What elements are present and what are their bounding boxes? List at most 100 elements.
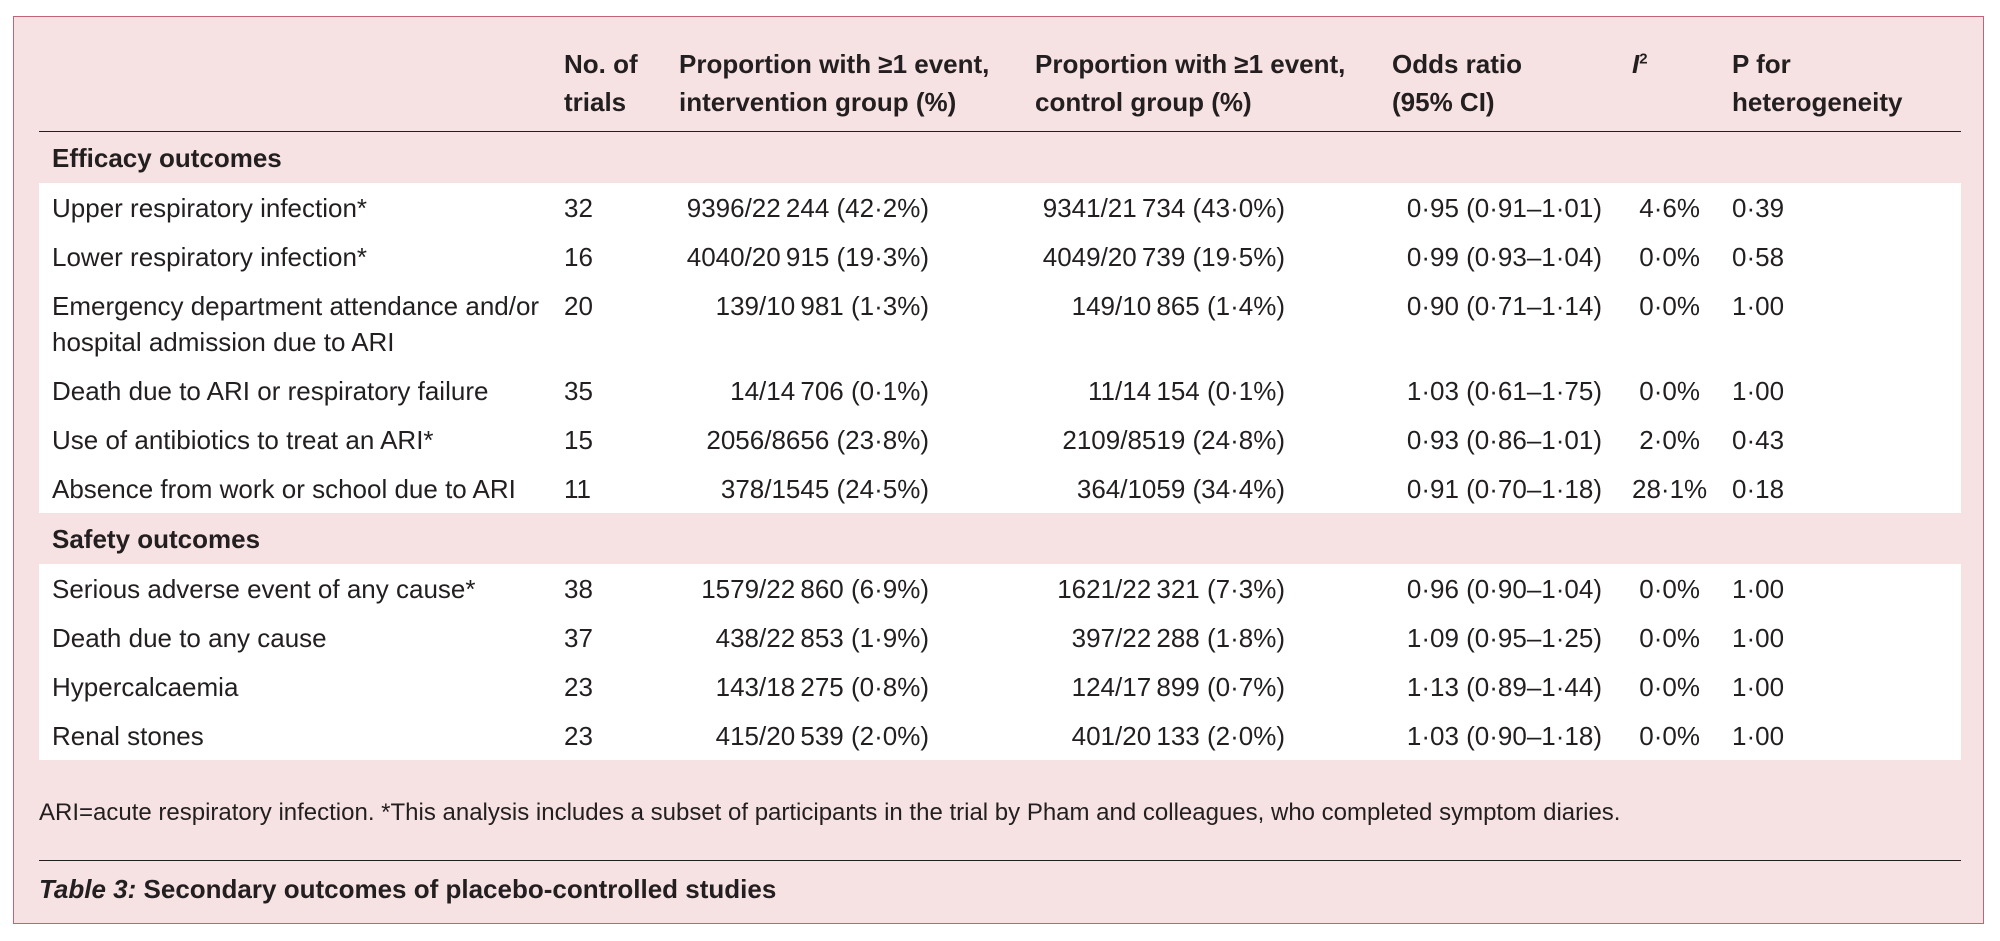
cell-intervention-value: 9396/22 244 (42·2%) bbox=[686, 193, 929, 223]
cell-p-heterogeneity: 1·00 bbox=[1722, 564, 1961, 613]
cell-odds-ratio: 0·99 (0·93–1·04) bbox=[1392, 232, 1632, 281]
header-row: No. of trials Proportion with ≥1 event, … bbox=[39, 39, 1961, 132]
secondary-outcomes-table: No. of trials Proportion with ≥1 event, … bbox=[39, 39, 1961, 760]
cell-odds-ratio-value: 0·95 (0·91–1·01) bbox=[1406, 193, 1602, 223]
cell-outcome: Lower respiratory infection* bbox=[39, 232, 564, 281]
cell-intervention-value: 139/10 981 (1·3%) bbox=[715, 291, 929, 321]
cell-odds-ratio-value: 1·09 (0·95–1·25) bbox=[1406, 623, 1602, 653]
cell-control-value: 11/14 154 (0·1%) bbox=[1088, 376, 1285, 406]
caption-text: Secondary outcomes of placebo-controlled… bbox=[136, 874, 777, 904]
header-trials-text: No. of trials bbox=[564, 49, 638, 117]
cell-odds-ratio-value: 1·13 (0·89–1·44) bbox=[1406, 672, 1602, 702]
cell-trials: 20 bbox=[564, 281, 679, 366]
cell-control-value: 401/20 133 (2·0%) bbox=[1071, 721, 1285, 751]
cell-intervention: 143/18 275 (0·8%) bbox=[679, 662, 1035, 711]
cell-outcome: Emergency department attendance and/or h… bbox=[39, 281, 564, 366]
header-control: Proportion with ≥1 event, control group … bbox=[1035, 39, 1392, 132]
cell-control-value: 364/1059 (34·4%) bbox=[1076, 474, 1285, 504]
cell-outcome: Hypercalcaemia bbox=[39, 662, 564, 711]
cell-i2: 28·1% bbox=[1632, 464, 1722, 513]
cell-outcome: Death due to any cause bbox=[39, 613, 564, 662]
header-odds-ratio-text: Odds ratio (95% CI) bbox=[1392, 49, 1523, 117]
cell-control-value: 1621/22 321 (7·3%) bbox=[1057, 574, 1285, 604]
header-i2: I2 bbox=[1632, 39, 1722, 132]
cell-control: 401/20 133 (2·0%) bbox=[1035, 711, 1392, 760]
cell-control-value: 2109/8519 (24·8%) bbox=[1062, 425, 1285, 455]
cell-i2: 0·0% bbox=[1632, 711, 1722, 760]
cell-p-heterogeneity: 0·39 bbox=[1722, 183, 1961, 232]
cell-i2: 0·0% bbox=[1632, 232, 1722, 281]
cell-i2: 0·0% bbox=[1632, 281, 1722, 366]
cell-i2: 4·6% bbox=[1632, 183, 1722, 232]
table-row: Death due to ARI or respiratory failure 3… bbox=[39, 366, 1961, 415]
cell-intervention-value: 143/18 275 (0·8%) bbox=[715, 672, 929, 702]
cell-odds-ratio-value: 0·99 (0·93–1·04) bbox=[1406, 242, 1602, 272]
cell-odds-ratio-value: 0·93 (0·86–1·01) bbox=[1406, 425, 1602, 455]
cell-control: 1621/22 321 (7·3%) bbox=[1035, 564, 1392, 613]
header-intervention-text: Proportion with ≥1 event, intervention g… bbox=[679, 49, 990, 117]
cell-intervention: 9396/22 244 (42·2%) bbox=[679, 183, 1035, 232]
cell-intervention-value: 438/22 853 (1·9%) bbox=[715, 623, 929, 653]
cell-control: 149/10 865 (1·4%) bbox=[1035, 281, 1392, 366]
cell-trials: 15 bbox=[564, 415, 679, 464]
cell-control-value: 124/17 899 (0·7%) bbox=[1071, 672, 1285, 702]
table-row: Death due to any cause 37 438/22 853 (1·9%… bbox=[39, 613, 1961, 662]
cell-outcome: Upper respiratory infection* bbox=[39, 183, 564, 232]
cell-p-heterogeneity: 1·00 bbox=[1722, 281, 1961, 366]
caption-label: Table 3: bbox=[39, 874, 137, 904]
cell-outcome: Death due to ARI or respiratory failure bbox=[39, 366, 564, 415]
cell-odds-ratio-value: 0·96 (0·90–1·04) bbox=[1406, 574, 1602, 604]
cell-intervention: 139/10 981 (1·3%) bbox=[679, 281, 1035, 366]
cell-odds-ratio: 0·96 (0·90–1·04) bbox=[1392, 564, 1632, 613]
cell-trials: 23 bbox=[564, 711, 679, 760]
table-row: Emergency department attendance and/or h… bbox=[39, 281, 1961, 366]
cell-p-heterogeneity: 1·00 bbox=[1722, 711, 1961, 760]
section-title: Safety outcomes bbox=[52, 523, 261, 554]
cell-control: 11/14 154 (0·1%) bbox=[1035, 366, 1392, 415]
cell-control: 4049/20 739 (19·5%) bbox=[1035, 232, 1392, 281]
section-header-row: Safety outcomes bbox=[39, 513, 1961, 564]
cell-i2: 0·0% bbox=[1632, 564, 1722, 613]
table-body: Efficacy outcomes Upper respiratory infec… bbox=[39, 132, 1961, 760]
header-outcome bbox=[39, 39, 564, 132]
cell-p-heterogeneity: 0·43 bbox=[1722, 415, 1961, 464]
cell-intervention: 1579/22 860 (6·9%) bbox=[679, 564, 1035, 613]
header-intervention: Proportion with ≥1 event, intervention g… bbox=[679, 39, 1035, 132]
cell-p-heterogeneity: 0·18 bbox=[1722, 464, 1961, 513]
header-control-text: Proportion with ≥1 event, control group … bbox=[1035, 49, 1346, 117]
caption-divider bbox=[39, 860, 1961, 861]
cell-odds-ratio: 0·91 (0·70–1·18) bbox=[1392, 464, 1632, 513]
cell-p-heterogeneity: 1·00 bbox=[1722, 613, 1961, 662]
table-row: Absence from work or school due to ARI 11… bbox=[39, 464, 1961, 513]
header-p-heterogeneity-text: P for heterogeneity bbox=[1732, 49, 1903, 117]
cell-odds-ratio: 1·03 (0·90–1·18) bbox=[1392, 711, 1632, 760]
cell-control: 124/17 899 (0·7%) bbox=[1035, 662, 1392, 711]
cell-intervention: 378/1545 (24·5%) bbox=[679, 464, 1035, 513]
table-row: Renal stones 23 415/20 539 (2·0%) 401/20 13… bbox=[39, 711, 1961, 760]
cell-control-value: 397/22 288 (1·8%) bbox=[1071, 623, 1285, 653]
table-row: Serious adverse event of any cause* 38 157… bbox=[39, 564, 1961, 613]
cell-intervention-value: 14/14 706 (0·1%) bbox=[730, 376, 929, 406]
cell-intervention: 4040/20 915 (19·3%) bbox=[679, 232, 1035, 281]
table-panel: No. of trials Proportion with ≥1 event, … bbox=[13, 16, 1984, 924]
cell-control-value: 9341/21 734 (43·0%) bbox=[1042, 193, 1285, 223]
cell-trials: 23 bbox=[564, 662, 679, 711]
cell-intervention-value: 415/20 539 (2·0%) bbox=[715, 721, 929, 751]
table-row: Hypercalcaemia 23 143/18 275 (0·8%) 124/17 … bbox=[39, 662, 1961, 711]
cell-intervention-value: 1579/22 860 (6·9%) bbox=[701, 574, 929, 604]
cell-outcome: Renal stones bbox=[39, 711, 564, 760]
cell-outcome: Serious adverse event of any cause* bbox=[39, 564, 564, 613]
cell-intervention-value: 2056/8656 (23·8%) bbox=[706, 425, 929, 455]
cell-odds-ratio: 0·90 (0·71–1·14) bbox=[1392, 281, 1632, 366]
cell-odds-ratio: 0·95 (0·91–1·01) bbox=[1392, 183, 1632, 232]
header-i2-sup: 2 bbox=[1639, 50, 1648, 68]
section-title: Efficacy outcomes bbox=[52, 142, 282, 173]
cell-p-heterogeneity: 1·00 bbox=[1722, 662, 1961, 711]
cell-trials: 16 bbox=[564, 232, 679, 281]
cell-p-heterogeneity: 0·58 bbox=[1722, 232, 1961, 281]
cell-i2: 0·0% bbox=[1632, 662, 1722, 711]
cell-trials: 38 bbox=[564, 564, 679, 613]
cell-intervention-value: 378/1545 (24·5%) bbox=[720, 474, 929, 504]
cell-intervention: 438/22 853 (1·9%) bbox=[679, 613, 1035, 662]
cell-i2: 0·0% bbox=[1632, 613, 1722, 662]
